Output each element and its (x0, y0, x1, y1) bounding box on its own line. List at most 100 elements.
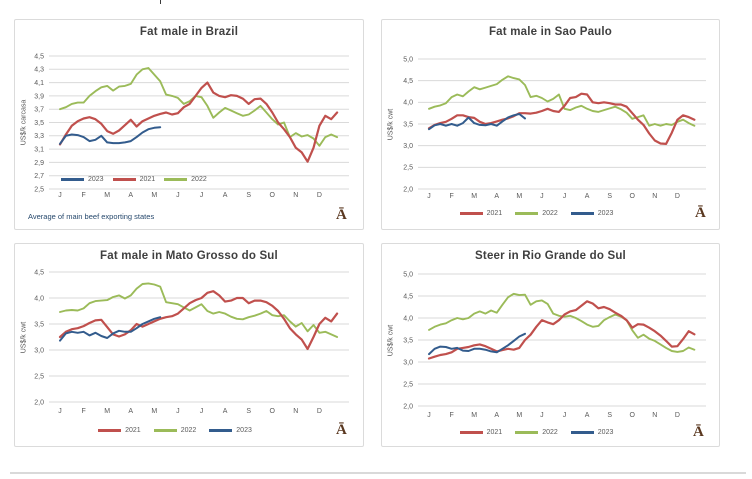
y-tick-label: 2,0 (34, 399, 44, 406)
x-tick-label: A (128, 192, 133, 199)
y-tick-label: 2,5 (403, 165, 413, 172)
legend-label: 2023 (597, 429, 614, 436)
x-tick-label: M (516, 412, 522, 419)
x-tick-label: S (246, 408, 251, 415)
y-tick-label: 3,9 (34, 93, 44, 100)
x-tick-label: J (563, 193, 567, 200)
x-tick-label: A (494, 412, 499, 419)
artifact-mark (160, 0, 161, 4)
y-tick-label: 4,1 (34, 80, 44, 87)
chart-fat-male-in-sao-paulo[interactable]: Fat male in Sao Paulo US$/k cwt 2,0 2,5 3,… (381, 19, 720, 230)
chart-title: Fat male in Brazil (139, 26, 239, 38)
series-line-2023 (59, 126, 162, 145)
series-line-2022 (59, 282, 339, 338)
legend-label: 2021 (486, 429, 503, 436)
legend-swatch-2022 (515, 212, 539, 215)
plot-area: 2,0 2,5 3,0 3,5 4,0 4,5 5,0 J F M A M J J A S O N D (403, 56, 706, 200)
legend-swatch-2021 (459, 431, 483, 434)
x-tick-label: J (58, 192, 62, 199)
y-tick-label: 4,5 (34, 269, 44, 276)
x-tick-label: A (223, 408, 228, 415)
y-tick-label: 3,7 (34, 107, 44, 114)
legend-label: 2022 (542, 429, 558, 436)
legend-item-2021: 2021 (459, 429, 503, 436)
y-tick-label: 2,5 (403, 381, 413, 388)
legend-label: 2022 (180, 427, 197, 434)
x-tick-label: J (540, 193, 544, 200)
y-tick-label: 4,0 (34, 295, 44, 302)
series-line-2022 (59, 67, 339, 147)
x-tick-label: S (607, 412, 612, 419)
y-tick-label: 2,5 (34, 186, 44, 193)
legend-label: 2022 (191, 176, 207, 183)
y-tick-label: 2,0 (403, 403, 413, 410)
legend-item-2023: 2023 (570, 210, 613, 217)
legend-item-2021: 2021 (98, 427, 141, 434)
y-tick-label: 3,5 (403, 121, 413, 128)
y-tick-label: 2,0 (403, 186, 413, 193)
chart-fat-male-in-brazil[interactable]: Fat male in Brazil US$/k carcasa 2,5 2,7 2… (14, 19, 364, 230)
legend-label: 2023 (236, 427, 252, 434)
legend-item-2021: 2021 (112, 176, 155, 183)
x-tick-label: A (494, 193, 499, 200)
x-tick-label: O (630, 412, 636, 419)
legend-swatch-2023 (61, 178, 84, 181)
x-tick-label: D (317, 408, 322, 415)
legend-label: 2023 (88, 176, 104, 183)
missing-image-placeholder-icon: Ā (693, 424, 704, 440)
series-line-2021 (58, 81, 339, 163)
bottom-divider (10, 472, 746, 474)
y-tick-label: 4,5 (403, 293, 413, 300)
x-tick-label: J (427, 412, 431, 419)
x-tick-label: J (176, 408, 180, 415)
y-tick-label: 3,5 (34, 321, 44, 328)
x-tick-label: O (270, 408, 276, 415)
legend-swatch-2023 (209, 429, 233, 432)
x-tick-label: D (675, 193, 680, 200)
series-line-2023 (59, 316, 162, 342)
x-tick-label: F (81, 192, 85, 199)
y-tick-label: 2,7 (34, 173, 44, 180)
legend: 2021 2022 2023 (15, 427, 335, 434)
x-tick-label: J (200, 192, 204, 199)
x-tick-label: D (317, 192, 322, 199)
legend-item-2022: 2022 (164, 176, 207, 183)
x-tick-label: N (293, 408, 298, 415)
x-tick-label: A (585, 412, 590, 419)
legend-label: 2022 (542, 210, 558, 217)
series-line-2021 (58, 290, 339, 351)
legend: 2021 2022 2023 (382, 210, 691, 217)
x-tick-label: O (270, 192, 276, 199)
y-tick-label: 3,0 (34, 347, 44, 354)
series-line-2022 (428, 292, 696, 353)
x-tick-label: M (471, 412, 477, 419)
x-tick-label: M (104, 192, 110, 199)
legend-swatch-2023 (570, 431, 594, 434)
legend-swatch-2022 (153, 429, 177, 432)
y-tick-label: 3,0 (403, 143, 413, 150)
y-tick-label: 5,0 (403, 271, 413, 278)
y-tick-label: 4,0 (403, 100, 413, 107)
x-tick-label: D (675, 412, 680, 419)
chart-steer-in-rio-grande-do-sul[interactable]: Steer in Rio Grande do Sul US$/k cwt 2,0… (381, 243, 720, 447)
legend-swatch-2022 (515, 431, 539, 434)
legend-swatch-2022 (164, 178, 188, 181)
missing-image-placeholder-icon: Ā (336, 207, 347, 223)
legend-item-2023: 2023 (209, 427, 252, 434)
x-tick-label: J (540, 412, 544, 419)
x-tick-label: F (449, 412, 453, 419)
chart-title: Steer in Rio Grande do Sul (475, 250, 626, 262)
x-tick-label: J (176, 192, 180, 199)
x-tick-label: F (81, 408, 85, 415)
x-tick-label: A (128, 408, 133, 415)
series-line-2021 (427, 300, 696, 360)
x-tick-label: O (630, 193, 636, 200)
legend-swatch-2023 (570, 212, 594, 215)
y-tick-label: 4,5 (403, 78, 413, 85)
legend: 2023 2021 2022 (61, 176, 207, 183)
legend-swatch-2021 (459, 212, 483, 215)
legend-item-2023: 2023 (570, 429, 614, 436)
y-tick-label: 4,0 (403, 315, 413, 322)
chart-fat-male-in-mato-grosso-do-sul[interactable]: Fat male in Mato Grosso do Sul US$/k cwt… (14, 243, 364, 447)
series-line-2023 (428, 332, 526, 356)
